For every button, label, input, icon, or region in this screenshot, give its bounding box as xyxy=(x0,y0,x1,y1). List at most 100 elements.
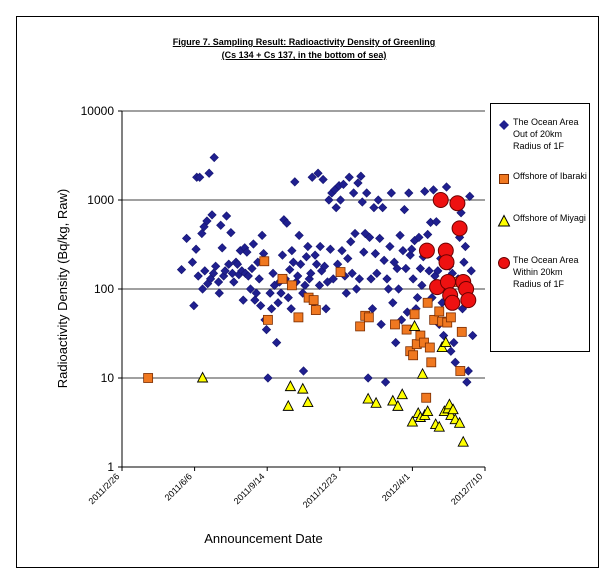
data-point-out-of-20km xyxy=(242,247,252,257)
data-point-out-of-20km xyxy=(404,188,414,198)
data-point-out-of-20km xyxy=(321,304,331,314)
data-point-miyagi xyxy=(284,380,297,392)
legend-item-miyagi: Offshore of Miyagi xyxy=(491,212,591,240)
data-point-miyagi xyxy=(302,396,314,407)
data-point-miyagi xyxy=(408,319,421,331)
data-point-out-of-20km xyxy=(382,274,392,284)
data-point-within-20km xyxy=(418,242,435,259)
data-point-out-of-20km xyxy=(341,288,351,298)
data-point-out-of-20km xyxy=(277,250,288,260)
data-point-ibaraki xyxy=(259,256,270,267)
data-point-out-of-20km xyxy=(388,298,398,308)
data-point-out-of-20km xyxy=(227,268,237,278)
data-point-out-of-20km xyxy=(423,229,433,240)
data-point-ibaraki xyxy=(293,312,304,323)
legend-marker-square xyxy=(497,172,511,191)
data-point-out-of-20km xyxy=(338,179,349,189)
legend-marker-diamond xyxy=(497,118,511,137)
data-point-out-of-20km xyxy=(401,263,411,274)
y-tick-label: 1 xyxy=(107,460,114,474)
data-point-out-of-20km xyxy=(288,257,298,267)
data-point-out-of-20km xyxy=(254,274,264,284)
data-point-out-of-20km xyxy=(250,295,260,305)
data-point-miyagi xyxy=(440,336,452,348)
data-point-out-of-20km xyxy=(324,195,334,205)
data-point-miyagi xyxy=(297,382,309,394)
data-point-out-of-20km xyxy=(398,245,408,256)
data-point-out-of-20km xyxy=(195,172,205,182)
data-point-out-of-20km xyxy=(373,195,383,205)
data-point-out-of-20km xyxy=(393,284,404,294)
data-point-out-of-20km xyxy=(307,172,317,182)
data-point-ibaraki xyxy=(409,309,420,320)
data-point-out-of-20km xyxy=(441,182,452,192)
data-point-out-of-20km xyxy=(364,232,375,243)
data-point-out-of-20km xyxy=(306,268,316,278)
data-point-ibaraki xyxy=(419,337,429,348)
legend-label: Offshore of Miyagi xyxy=(513,213,586,223)
data-point-miyagi xyxy=(387,394,399,406)
data-point-out-of-20km xyxy=(378,203,388,213)
data-point-miyagi xyxy=(370,396,382,408)
data-point-ibaraki xyxy=(308,295,319,306)
data-point-out-of-20km xyxy=(380,377,391,387)
data-point-miyagi xyxy=(421,405,434,416)
legend-label: The Ocean Area Out of 20km Radius of 1F xyxy=(513,117,579,151)
data-point-out-of-20km xyxy=(176,265,187,275)
data-point-miyagi xyxy=(282,399,294,411)
data-point-out-of-20km xyxy=(366,274,376,284)
data-point-out-of-20km xyxy=(301,252,312,262)
data-point-out-of-20km xyxy=(290,177,300,187)
data-point-out-of-20km xyxy=(276,288,286,298)
data-point-out-of-20km xyxy=(325,244,335,254)
data-point-ibaraki xyxy=(424,342,435,353)
data-point-out-of-20km xyxy=(204,168,214,178)
data-point-out-of-20km xyxy=(193,271,203,281)
data-point-out-of-20km xyxy=(211,261,221,271)
data-point-out-of-20km xyxy=(459,257,469,267)
data-point-out-of-20km xyxy=(282,218,292,228)
legend-marker-triangle xyxy=(497,214,511,233)
data-point-out-of-20km xyxy=(207,210,217,220)
data-point-out-of-20km xyxy=(369,203,379,213)
data-point-miyagi xyxy=(453,416,466,428)
data-point-out-of-20km xyxy=(268,268,278,278)
data-point-out-of-20km xyxy=(347,268,357,278)
data-point-out-of-20km xyxy=(213,277,224,287)
data-point-out-of-20km xyxy=(356,171,366,181)
data-point-out-of-20km xyxy=(392,263,402,274)
data-point-out-of-20km xyxy=(217,243,227,253)
data-point-out-of-20km xyxy=(285,265,295,275)
data-point-out-of-20km xyxy=(287,245,297,256)
x-axis-label: Announcement Date xyxy=(204,531,323,546)
data-point-out-of-20km xyxy=(294,230,304,241)
data-point-out-of-20km xyxy=(216,220,226,230)
data-point-ibaraki xyxy=(363,312,374,323)
data-point-out-of-20km xyxy=(370,248,380,259)
x-tick-label: 2011/12/23 xyxy=(301,471,339,509)
data-point-out-of-20km xyxy=(293,271,303,281)
data-point-out-of-20km xyxy=(181,233,192,244)
data-point-out-of-20km xyxy=(315,241,325,252)
data-point-out-of-20km xyxy=(286,304,296,314)
data-point-out-of-20km xyxy=(359,247,369,257)
x-tick-label: 2011/6/6 xyxy=(163,471,194,502)
data-point-out-of-20km xyxy=(417,280,427,290)
data-point-ibaraki xyxy=(456,326,467,337)
data-point-out-of-20km xyxy=(189,301,199,311)
data-point-out-of-20km xyxy=(353,178,363,188)
data-point-out-of-20km xyxy=(200,266,210,276)
data-point-out-of-20km xyxy=(283,293,293,303)
data-point-out-of-20km xyxy=(328,274,338,284)
data-point-out-of-20km xyxy=(350,228,360,239)
data-point-out-of-20km xyxy=(232,259,243,269)
legend-label: Offshore of Ibaraki xyxy=(513,171,587,181)
x-tick-label: 2011/9/14 xyxy=(232,471,267,506)
legend-item-ibaraki: Offshore of Ibaraki xyxy=(491,170,591,198)
data-point-out-of-20km xyxy=(191,244,201,254)
data-point-out-of-20km xyxy=(314,280,325,290)
data-point-out-of-20km xyxy=(408,274,418,284)
data-point-out-of-20km xyxy=(298,366,309,376)
data-point-within-20km xyxy=(439,273,456,290)
